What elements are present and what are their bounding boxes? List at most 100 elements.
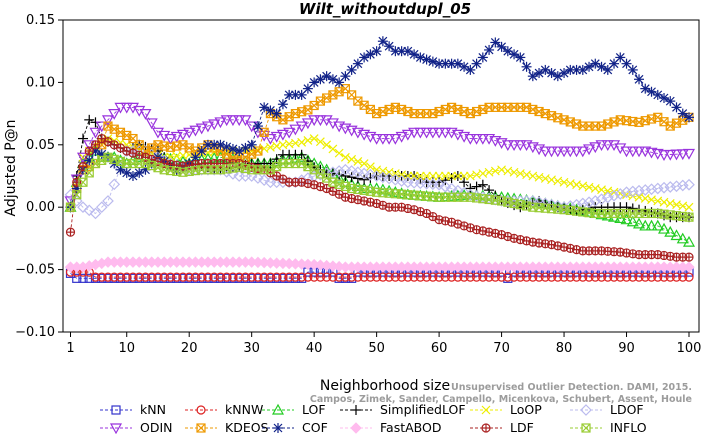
legend-label-cof: COF <box>302 420 328 434</box>
point-loop <box>434 171 444 181</box>
point-ldof <box>327 166 339 179</box>
point-knnw <box>678 272 688 282</box>
point-ldf <box>84 146 94 156</box>
point-loop <box>403 171 413 181</box>
point-knnw <box>659 272 669 282</box>
point-odin <box>601 140 614 152</box>
point-knnw <box>496 272 507 282</box>
point-knnw <box>322 272 332 282</box>
point-loop <box>322 140 332 150</box>
point-cof <box>496 41 507 52</box>
point-cof <box>484 44 495 55</box>
point-loop <box>428 171 438 181</box>
point-knnw <box>253 272 263 282</box>
point-odin <box>239 115 252 127</box>
point-odin <box>201 121 214 133</box>
point-knnw <box>440 272 450 282</box>
point-knnw <box>615 272 625 282</box>
point-knnw <box>228 272 238 282</box>
point-cof <box>477 52 488 63</box>
legend-marker-knnw <box>196 405 206 415</box>
point-knnw <box>378 272 388 282</box>
point-knnw <box>215 272 226 282</box>
point-odin <box>295 121 308 133</box>
point-ldof <box>589 195 602 207</box>
legend-label-knnw: kNNW <box>225 402 263 417</box>
point-lof <box>651 219 664 231</box>
x-tick-label: 80 <box>556 341 573 356</box>
point-knnw <box>328 272 338 282</box>
point-lof <box>657 222 671 234</box>
legend-marker-kdeos <box>196 423 206 433</box>
point-ldof <box>620 186 633 199</box>
point-ldof <box>645 183 658 196</box>
point-knnw <box>259 272 269 282</box>
ticks-layer: −0.10 −0.05 0.00 0.05 0.10 0.15 1 10 20 30 40 50 60 7… <box>15 13 701 356</box>
point-odin <box>145 118 158 130</box>
point-knnw <box>509 272 519 282</box>
point-ldof <box>95 201 108 214</box>
point-odin <box>426 127 439 139</box>
legend-marker-cof <box>273 423 283 433</box>
point-odin <box>539 146 552 158</box>
credit-line-2: Campos, Zimek, Sander, Campello, Micenko… <box>310 394 692 405</box>
point-cof <box>684 112 694 123</box>
series-line-knnw <box>70 271 689 278</box>
point-knnw <box>197 272 207 282</box>
point-odin <box>283 127 296 139</box>
series-ldf <box>65 133 694 262</box>
point-knnw <box>409 272 419 282</box>
point-knnw <box>303 272 313 282</box>
point-ldof <box>670 180 683 193</box>
point-loop <box>409 171 419 181</box>
point-ldof <box>451 184 464 197</box>
point-odin <box>120 102 133 114</box>
point-knnw <box>565 272 575 282</box>
point-knnw <box>634 272 644 282</box>
point-cof <box>515 52 526 63</box>
point-lof <box>626 215 639 227</box>
point-knnw <box>422 272 432 282</box>
point-lof <box>682 235 696 247</box>
point-knnw <box>684 272 694 282</box>
point-odin <box>264 133 277 145</box>
y-tick-label: 0.05 <box>26 138 55 153</box>
legend-item-odin: ODIN <box>100 420 173 434</box>
legend-marker-ldf <box>481 423 491 433</box>
point-knnw <box>353 272 363 282</box>
point-ldof <box>583 196 595 209</box>
point-lof <box>639 219 652 231</box>
point-simplifiedlof <box>352 173 363 184</box>
point-loop <box>315 137 325 147</box>
point-simplifiedlof <box>346 172 357 183</box>
point-knnw <box>309 272 319 282</box>
point-cof <box>377 36 388 47</box>
point-ldf <box>90 140 101 150</box>
point-loop <box>365 162 375 172</box>
point-knnw <box>640 272 650 282</box>
point-cof <box>277 99 288 110</box>
point-odin <box>508 140 521 152</box>
point-odin <box>439 127 452 139</box>
point-ldof <box>214 163 227 176</box>
point-ldof <box>89 207 102 220</box>
series-inflo <box>65 152 694 222</box>
x-tick-label: 1 <box>66 341 74 356</box>
point-ldof <box>258 174 271 187</box>
legend-item-ldf: LDF <box>470 420 534 434</box>
point-loop <box>353 157 363 166</box>
point-inflo <box>72 190 82 200</box>
point-ldf <box>122 146 132 156</box>
legend-label-fastabod: FastABOD <box>380 420 442 434</box>
point-cof <box>634 74 645 85</box>
point-cof <box>252 121 263 132</box>
point-ldof <box>633 184 645 197</box>
point-ldf <box>109 140 119 150</box>
point-lof <box>333 171 346 183</box>
point-knnw <box>528 272 538 282</box>
legend-item-inflo: INFLO <box>570 420 647 434</box>
point-odin <box>583 144 596 156</box>
point-knnw <box>128 272 138 282</box>
point-knnw <box>665 272 675 282</box>
point-ldof <box>651 182 664 195</box>
